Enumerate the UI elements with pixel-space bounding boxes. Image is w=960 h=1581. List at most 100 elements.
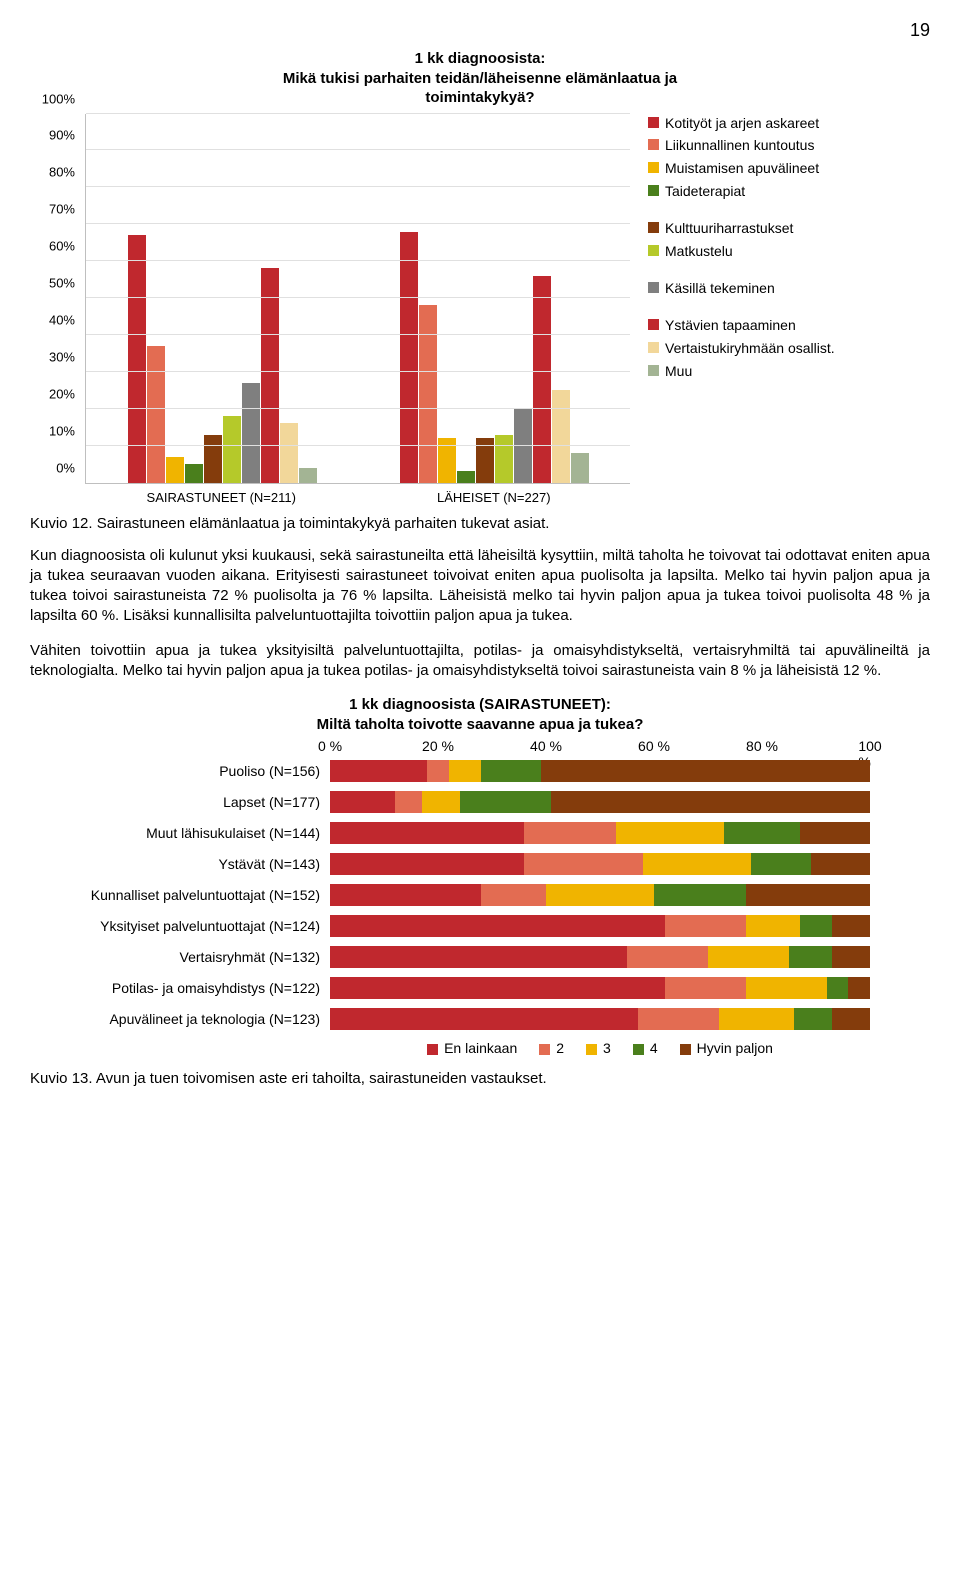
chart2-segment [848,977,870,999]
chart1-xlabel: LÄHEISET (N=227) [358,484,631,505]
legend-swatch [648,245,659,256]
chart2-segment [551,791,870,813]
chart1-bar [185,464,203,482]
chart2-segment [811,853,870,875]
chart2-segment [546,884,654,906]
chart2-bar [330,1008,870,1030]
chart2-row: Kunnalliset palveluntuottajat (N=152) [30,884,930,906]
chart2-segment [330,915,665,937]
chart2-segment [719,1008,795,1030]
chart2-x-axis: 0 %20 %40 %60 %80 %100 % [330,734,870,760]
legend-label: Liikunnallinen kuntoutus [665,136,814,155]
legend-item: Hyvin paljon [680,1040,773,1056]
chart1-ylabel: 50% [49,276,75,291]
chart2-segment [832,946,870,968]
chart2-segment [541,760,870,782]
legend-label: Hyvin paljon [697,1040,773,1056]
chart2-segment [422,791,460,813]
chart2-xlabel: 20 % [422,738,454,754]
chart2-segment [789,946,832,968]
chart2-xlabel: 0 % [318,738,342,754]
chart2-segment [665,977,746,999]
legend-swatch [648,162,659,173]
chart1-y-axis: 0%10%20%30%40%50%60%70%80%90%100% [31,114,81,483]
legend-swatch [648,342,659,353]
chart2-segment [746,915,800,937]
chart1-ylabel: 70% [49,202,75,217]
legend-item: Muu [648,362,930,381]
chart2-title-line1: 1 kk diagnoosista (SAIRASTUNEET): [349,696,611,713]
chart2-row-label: Apuvälineet ja teknologia (N=123) [30,1011,330,1027]
legend-label: 4 [650,1040,658,1056]
legend-item: Kulttuuriharrastukset [648,219,930,238]
chart2-segment [665,915,746,937]
chart2-segment [832,915,870,937]
chart1-title-line1: 1 kk diagnoosista: [415,50,546,67]
chart2-segment [449,760,481,782]
legend-item: 3 [586,1040,611,1056]
chart2-bar [330,822,870,844]
chart2-segment [708,946,789,968]
chart2-segment [724,822,800,844]
chart2-segment [330,884,481,906]
chart2-segment [794,1008,832,1030]
chart2-segment [330,946,627,968]
chart1-ylabel: 80% [49,165,75,180]
legend-label: Ystävien tapaaminen [665,316,796,335]
chart2-row-label: Lapset (N=177) [30,794,330,810]
legend-label: Kotityöt ja arjen askareet [665,114,819,133]
chart1-bar [299,468,317,483]
chart1-bar [552,390,570,482]
chart2-row: Apuvälineet ja teknologia (N=123) [30,1008,930,1030]
chart2-row-label: Ystävät (N=143) [30,856,330,872]
legend-item: Vertaistukiryhmään osallist. [648,339,930,358]
legend-swatch [648,365,659,376]
chart1-bar [280,423,298,482]
legend-label: En lainkaan [444,1040,517,1056]
chart2-segment [638,1008,719,1030]
chart1-plot-area: 0%10%20%30%40%50%60%70%80%90%100% SAIRAS… [30,114,630,505]
chart2-segment [481,884,546,906]
chart2-row: Yksityiset palveluntuottajat (N=124) [30,915,930,937]
chart2-bar [330,791,870,813]
chart1-ylabel: 90% [49,128,75,143]
chart2-row-label: Vertaisryhmät (N=132) [30,949,330,965]
chart1-x-axis: SAIRASTUNEET (N=211)LÄHEISET (N=227) [85,484,630,505]
chart2-row-label: Potilas- ja omaisyhdistys (N=122) [30,980,330,996]
chart1-bar [147,346,165,483]
chart1-bar [166,457,184,483]
chart2-segment [643,853,751,875]
chart2-legend: En lainkaan 2 3 4 Hyvin paljon [330,1040,870,1056]
legend-item: 4 [633,1040,658,1056]
chart2-title: 1 kk diagnoosista (SAIRASTUNEET): Miltä … [30,695,930,734]
legend-item: 2 [539,1040,564,1056]
chart2-row: Potilas- ja omaisyhdistys (N=122) [30,977,930,999]
chart2-row-label: Yksityiset palveluntuottajat (N=124) [30,918,330,934]
chart1-plot: 0%10%20%30%40%50%60%70%80%90%100% [85,114,630,484]
chart1-bar [495,435,513,483]
legend-item: Kotityöt ja arjen askareet [648,114,930,133]
chart2-row-label: Kunnalliset palveluntuottajat (N=152) [30,887,330,903]
chart2-row-label: Muut lähisukulaiset (N=144) [30,825,330,841]
chart2-segment [395,791,422,813]
legend-swatch [680,1044,691,1055]
legend-item: Muistamisen apuvälineet [648,159,930,178]
chart2-segment [524,822,616,844]
chart2-segment [746,884,870,906]
chart2-segment [427,760,449,782]
chart2-xlabel: 40 % [530,738,562,754]
chart2-title-line2: Miltä taholta toivotte saavanne apua ja … [317,716,644,733]
chart1-ylabel: 40% [49,312,75,327]
chart1-legend: Kotityöt ja arjen askareet Liikunnallinen… [630,114,930,385]
page-number: 19 [30,20,930,41]
chart1-bar [242,383,260,483]
chart1-bar [571,453,589,483]
chart1-ylabel: 20% [49,386,75,401]
chart1-ylabel: 100% [42,91,75,106]
legend-label: 2 [556,1040,564,1056]
chart2-row: Muut lähisukulaiset (N=144) [30,822,930,844]
legend-label: Taideterapiat [665,182,745,201]
legend-label: 3 [603,1040,611,1056]
legend-label: Muu [665,362,692,381]
legend-swatch [633,1044,644,1055]
